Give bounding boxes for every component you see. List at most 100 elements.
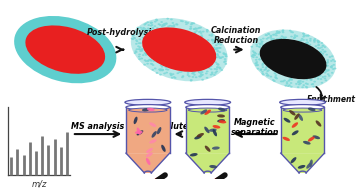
Ellipse shape — [324, 51, 326, 53]
Ellipse shape — [198, 75, 201, 77]
Ellipse shape — [317, 44, 320, 46]
Ellipse shape — [150, 63, 153, 65]
Ellipse shape — [165, 72, 168, 74]
Ellipse shape — [25, 26, 105, 74]
Ellipse shape — [255, 64, 258, 66]
Ellipse shape — [313, 135, 320, 139]
Ellipse shape — [132, 38, 134, 40]
Polygon shape — [299, 171, 306, 173]
Ellipse shape — [265, 68, 267, 70]
Ellipse shape — [148, 59, 151, 61]
Polygon shape — [144, 171, 151, 173]
Ellipse shape — [274, 76, 277, 78]
Ellipse shape — [181, 20, 184, 22]
Ellipse shape — [219, 47, 222, 49]
Ellipse shape — [170, 19, 173, 20]
Ellipse shape — [131, 18, 227, 81]
Ellipse shape — [161, 24, 164, 26]
Ellipse shape — [217, 43, 219, 44]
Ellipse shape — [252, 50, 255, 52]
Ellipse shape — [211, 40, 214, 42]
Ellipse shape — [141, 28, 143, 30]
Ellipse shape — [213, 68, 216, 70]
Ellipse shape — [270, 35, 272, 37]
Ellipse shape — [146, 63, 149, 65]
Ellipse shape — [262, 44, 264, 46]
Ellipse shape — [139, 50, 142, 52]
Ellipse shape — [139, 27, 142, 29]
Ellipse shape — [211, 35, 213, 37]
Ellipse shape — [315, 45, 317, 47]
Ellipse shape — [188, 108, 227, 112]
Polygon shape — [126, 153, 170, 173]
Ellipse shape — [258, 43, 261, 45]
Ellipse shape — [333, 64, 335, 66]
Ellipse shape — [147, 108, 155, 111]
Ellipse shape — [294, 36, 296, 38]
Ellipse shape — [290, 36, 293, 38]
Ellipse shape — [159, 74, 162, 76]
Ellipse shape — [207, 39, 209, 41]
Ellipse shape — [260, 68, 262, 70]
Ellipse shape — [135, 51, 138, 53]
Ellipse shape — [292, 122, 298, 128]
Ellipse shape — [263, 69, 266, 71]
Ellipse shape — [262, 63, 264, 65]
Ellipse shape — [197, 133, 204, 137]
Ellipse shape — [274, 72, 276, 74]
Ellipse shape — [303, 84, 305, 86]
Text: separation: separation — [231, 128, 279, 137]
Ellipse shape — [330, 67, 333, 68]
Ellipse shape — [197, 27, 200, 29]
Ellipse shape — [281, 30, 284, 32]
Ellipse shape — [136, 27, 139, 29]
Ellipse shape — [280, 81, 282, 82]
Ellipse shape — [252, 56, 255, 58]
Ellipse shape — [218, 57, 221, 59]
Ellipse shape — [199, 31, 202, 33]
Ellipse shape — [267, 33, 270, 35]
Ellipse shape — [195, 30, 198, 32]
Ellipse shape — [326, 62, 329, 64]
Ellipse shape — [216, 63, 219, 65]
Ellipse shape — [294, 34, 296, 36]
Ellipse shape — [297, 86, 300, 88]
Ellipse shape — [277, 32, 280, 34]
Ellipse shape — [139, 48, 141, 50]
Ellipse shape — [201, 71, 204, 73]
Ellipse shape — [138, 56, 141, 58]
Ellipse shape — [172, 73, 174, 75]
Ellipse shape — [255, 61, 258, 63]
Ellipse shape — [170, 74, 172, 75]
Ellipse shape — [298, 114, 303, 121]
Text: Elute: Elute — [166, 122, 189, 131]
Ellipse shape — [134, 37, 136, 39]
Ellipse shape — [173, 24, 175, 26]
Ellipse shape — [275, 34, 278, 36]
Ellipse shape — [252, 54, 255, 56]
Ellipse shape — [255, 53, 257, 55]
Ellipse shape — [284, 108, 322, 112]
Ellipse shape — [326, 65, 329, 67]
Ellipse shape — [258, 46, 261, 48]
Ellipse shape — [125, 99, 171, 105]
Ellipse shape — [178, 71, 181, 73]
Ellipse shape — [286, 81, 288, 83]
Ellipse shape — [287, 80, 290, 82]
Ellipse shape — [302, 39, 305, 41]
Ellipse shape — [210, 74, 212, 76]
Ellipse shape — [303, 35, 306, 36]
Ellipse shape — [193, 74, 196, 76]
Ellipse shape — [152, 27, 154, 29]
Ellipse shape — [163, 24, 165, 26]
Ellipse shape — [310, 79, 313, 81]
Ellipse shape — [139, 38, 141, 40]
Ellipse shape — [145, 53, 147, 55]
Ellipse shape — [275, 77, 277, 79]
Ellipse shape — [289, 78, 292, 80]
Ellipse shape — [289, 79, 291, 81]
Ellipse shape — [200, 34, 203, 36]
Ellipse shape — [265, 72, 268, 74]
Ellipse shape — [261, 64, 264, 66]
Ellipse shape — [305, 79, 308, 81]
